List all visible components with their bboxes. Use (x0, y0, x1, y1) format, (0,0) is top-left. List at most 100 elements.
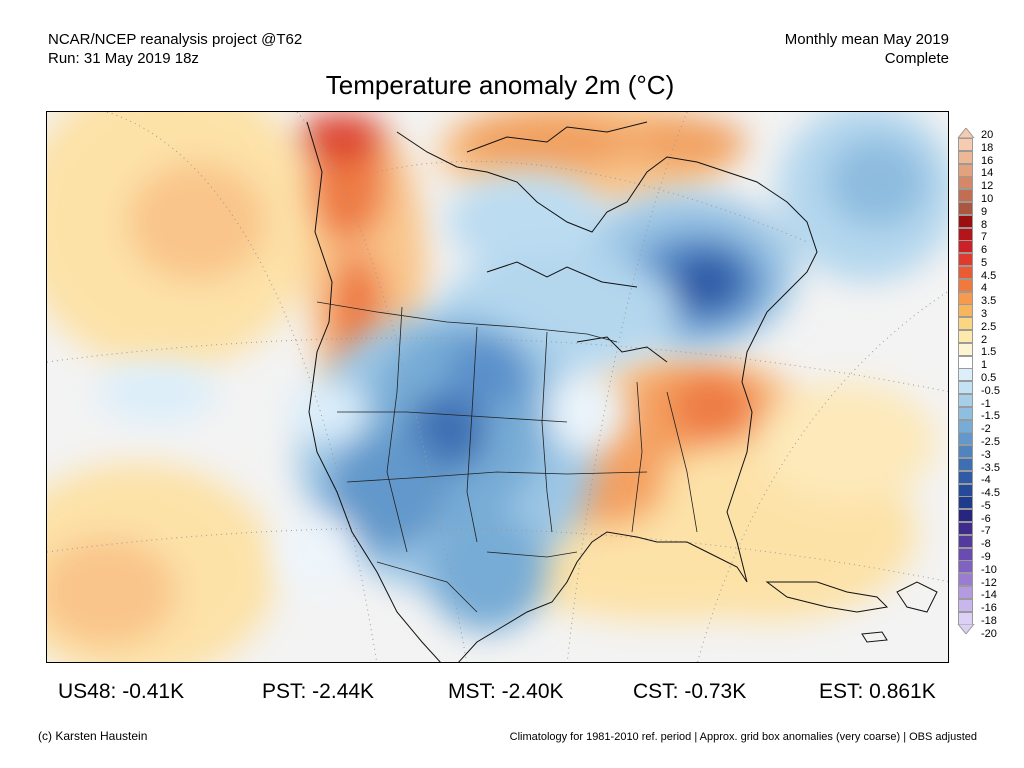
model-label: NCAR/NCEP reanalysis project @T62 (48, 31, 303, 48)
legend-label: 7 (981, 231, 988, 244)
legend-swatch (958, 138, 973, 151)
legend-arrow-up (957, 128, 975, 138)
legend-label: -4 (981, 474, 991, 487)
legend-swatch (958, 163, 973, 177)
legend-label: 4 (981, 282, 988, 295)
legend-label: 3.5 (981, 295, 997, 308)
legend-swatch (958, 214, 973, 228)
legend-label: -20 (981, 627, 997, 640)
period-label: Monthly mean May 2019 (784, 31, 949, 48)
stat-cst: CST: -0.73K (633, 680, 747, 703)
legend-label: 16 (981, 154, 994, 167)
legend-label: 4.5 (981, 269, 997, 282)
legend-arrow-down (957, 624, 975, 635)
legend-swatch (958, 522, 973, 535)
legend-swatch (958, 253, 973, 267)
legend-swatch (958, 406, 973, 420)
color-legend: 20 18 16 14 12 10 9 8 7 6 5 4.5 4 3.5 3 2.5 2 1.5 1 0.5 -0.5… (957, 128, 1019, 652)
legend-label: 10 (981, 192, 994, 205)
legend-swatch (958, 470, 973, 484)
legend-swatch (958, 266, 973, 279)
legend-label: -0.5 (981, 384, 1000, 397)
legend-label: -8 (981, 538, 991, 551)
status-label: Complete (884, 50, 949, 67)
stats-row: US48: -0.41K PST: -2.44K MST: -2.40K CST… (0, 678, 1024, 706)
legend-swatch (958, 381, 973, 395)
legend-swatch (958, 176, 973, 190)
legend-swatch (958, 304, 973, 318)
stat-mst: MST: -2.40K (448, 680, 564, 703)
anomaly-map (46, 111, 949, 663)
legend-label: -3.5 (981, 461, 1000, 474)
legend-label: -7 (981, 525, 991, 538)
legend-label: 2 (981, 333, 988, 346)
legend-label: 14 (981, 167, 994, 180)
legend-swatch (958, 445, 973, 459)
legend-label: -3 (981, 448, 991, 461)
legend-label: 5 (981, 256, 988, 269)
legend-label: -16 (981, 602, 997, 615)
run-label: Run: 31 May 2019 18z (48, 50, 199, 67)
stat-us48: US48: -0.41K (58, 680, 185, 703)
legend-swatch (958, 611, 973, 625)
legend-swatch (958, 317, 973, 331)
legend-swatch (958, 496, 973, 510)
legend-swatch (958, 458, 973, 471)
legend-label: -6 (981, 512, 991, 525)
legend-label: -18 (981, 615, 997, 627)
legend-swatch (958, 202, 973, 215)
legend-label: -2 (981, 423, 991, 436)
legend-label: 12 (981, 180, 994, 193)
map-title: Temperature anomaly 2m (°C) (325, 70, 675, 100)
legend-swatch (958, 598, 973, 612)
legend-label: -2.5 (981, 435, 1000, 448)
legend-swatch (958, 534, 973, 548)
political-borders (316, 301, 698, 613)
legend-swatch (958, 560, 973, 574)
legend-swatch (958, 291, 973, 305)
climatology-note: Climatology for 1981-2010 ref. period | … (509, 731, 977, 743)
stat-pst: PST: -2.44K (262, 680, 375, 703)
graticule (47, 112, 948, 662)
legend-label: -1.5 (981, 410, 1000, 423)
legend-swatch (958, 419, 973, 433)
legend-swatch (958, 573, 973, 587)
legend-swatch (958, 240, 973, 254)
legend-label: -10 (981, 563, 997, 576)
legend-label: 20 (981, 129, 994, 141)
legend-label: 2.5 (981, 320, 997, 333)
legend-swatch (958, 394, 973, 407)
legend-swatch (958, 330, 973, 343)
legend-swatch (958, 342, 973, 356)
legend-label: -1 (981, 397, 991, 410)
legend-label: 18 (981, 141, 994, 154)
legend-swatch (958, 483, 973, 497)
header-left: NCAR/NCEP reanalysis project @T62 Run: 3… (48, 30, 302, 68)
legend-swatch (958, 355, 973, 369)
header-right: Monthly mean May 2019 Complete (785, 30, 949, 68)
legend-label: -14 (981, 589, 997, 602)
legend-swatch (958, 278, 973, 292)
legend-swatch (958, 189, 973, 203)
legend-label: -12 (981, 576, 997, 589)
legend-label: 1 (981, 359, 988, 372)
legend-label: -4.5 (981, 487, 1000, 500)
coastlines (306, 121, 938, 662)
legend-label: 1.5 (981, 346, 997, 359)
legend-label: 6 (981, 244, 988, 257)
legend-label: 0.5 (981, 372, 997, 384)
legend-swatch (958, 150, 973, 164)
legend-label: 9 (981, 205, 988, 218)
stat-est: EST: 0.861K (819, 680, 936, 703)
legend-swatch (958, 509, 973, 523)
legend-swatch (958, 227, 973, 241)
copyright: (c) Karsten Haustein (38, 729, 148, 743)
legend-label: 8 (981, 218, 988, 231)
legend-swatch (958, 432, 973, 446)
legend-swatch (958, 586, 973, 599)
legend-swatch (958, 368, 973, 382)
legend-label: 3 (981, 308, 988, 321)
legend-label: -9 (981, 551, 991, 564)
legend-label: -5 (981, 499, 991, 512)
cool-anomaly-layer (97, 112, 948, 632)
